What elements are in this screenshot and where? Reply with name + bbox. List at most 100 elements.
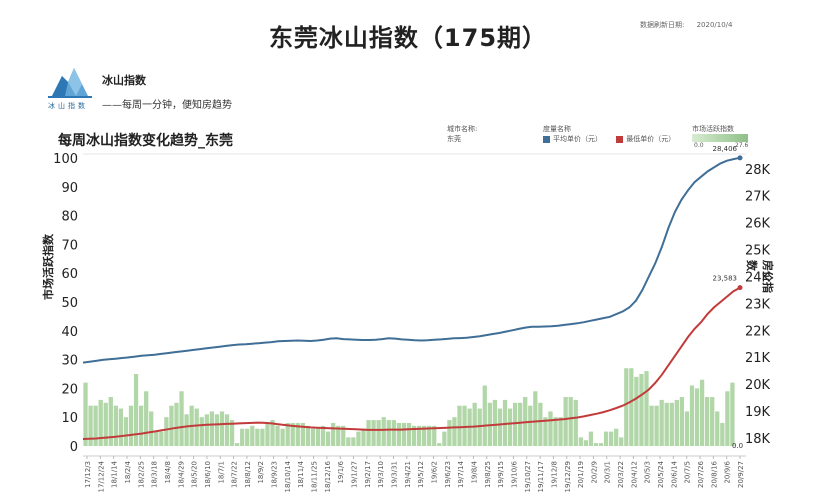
city-filter[interactable]: 城市名称: 东莞 (447, 124, 477, 144)
x-tick-label: 20/5/24 (657, 460, 665, 488)
activity-bar (386, 420, 391, 446)
activity-bar (149, 411, 154, 446)
activity-bar (507, 408, 513, 446)
right-tick-label: 25K (745, 244, 771, 259)
left-tick-label: 50 (61, 296, 78, 311)
activity-bar (229, 420, 235, 446)
activity-bar (705, 397, 710, 446)
activity-bar (123, 417, 129, 446)
x-tick-label: 19/3/31 (391, 461, 399, 488)
activity-bar (482, 385, 487, 446)
activity-bar (174, 402, 179, 446)
activity-bar (219, 411, 225, 446)
activity-bar (361, 428, 366, 446)
activity-bar (179, 391, 184, 446)
activity-bar (401, 422, 407, 446)
activity-bar (609, 431, 614, 446)
activity-bar (518, 402, 523, 446)
x-tick-label: 18/10/14 (284, 460, 292, 492)
activity-bar (224, 414, 230, 446)
activity-bar (492, 399, 498, 446)
activity-bar (204, 414, 209, 446)
activity-bar (133, 374, 139, 446)
x-tick-label: 19/10/6 (510, 460, 518, 488)
right-tick-label: 27K (745, 190, 771, 205)
legend-item-avg[interactable]: 平均单价（元） (543, 135, 602, 143)
activity-bar (624, 368, 629, 446)
activity-bar (725, 391, 730, 446)
activity-bar (320, 425, 326, 446)
min-price-line-endpoint (737, 285, 743, 291)
activity-bar (128, 405, 134, 446)
activity-bar (295, 422, 300, 446)
activity-bar (649, 405, 654, 446)
legend-item-min[interactable]: 最低单价（元） (616, 135, 675, 143)
activity-bar (285, 422, 290, 446)
activity-bar (88, 405, 93, 446)
activity-bar (270, 420, 275, 446)
activity-bar (98, 399, 103, 446)
x-tick-label: 18/11/4 (297, 460, 305, 488)
activity-bar (108, 397, 113, 446)
x-tick-label: 19/2/17 (364, 461, 372, 488)
activity-scale-min: 0.0 (694, 142, 704, 149)
activity-bar (260, 428, 265, 446)
activity-bar (452, 417, 457, 446)
activity-bar (169, 405, 174, 446)
left-tick-label: 90 (61, 181, 78, 196)
activity-bar (659, 399, 664, 446)
x-tick-label: 18/4/29 (177, 461, 185, 488)
x-tick-label: 18/11/25 (311, 461, 319, 492)
right-tick-label: 22K (745, 324, 771, 339)
x-tick-label: 19/1/6 (337, 460, 345, 483)
activity-bar (715, 411, 720, 446)
activity-bar (255, 428, 260, 446)
activity-bar (315, 428, 321, 446)
activity-bar (275, 425, 280, 446)
activity-bar (396, 422, 401, 446)
right-tick-label: 20K (745, 378, 771, 393)
activity-bar (83, 382, 88, 446)
x-tick-label: 17/12/3 (84, 461, 92, 488)
x-tick-label: 19/3/10 (377, 461, 385, 488)
activity-bar (391, 420, 396, 446)
brand-name: 冰山指数 (102, 74, 146, 87)
logo-caption: 冰山指数 (48, 102, 88, 110)
activity-bar (138, 405, 144, 446)
x-tick-label: 20/2/9 (590, 461, 598, 484)
x-tick-label: 18/3/18 (151, 461, 159, 488)
x-tick-label: 17/12/24 (97, 460, 105, 492)
activity-bar (619, 437, 624, 446)
activity-bar (371, 420, 376, 446)
left-tick-label: 70 (61, 238, 78, 253)
activity-bar (588, 431, 594, 446)
activity-bar (331, 422, 336, 446)
activity-bar (422, 425, 427, 446)
x-tick-label: 20/4/12 (630, 461, 638, 488)
x-tick-label: 20/3/1 (604, 461, 612, 484)
x-tick-label: 19/7/14 (457, 460, 465, 488)
activity-scale-max: 27.6 (735, 142, 749, 149)
right-tick-label: 24K (745, 270, 771, 285)
activity-bar (214, 414, 220, 446)
activity-bar (432, 425, 437, 446)
activity-bar (558, 417, 563, 446)
activity-bar (502, 399, 508, 446)
activity-bar (538, 402, 543, 446)
activity-bar (447, 420, 452, 446)
city-filter-value: 东莞 (447, 135, 461, 143)
activity-bar (593, 443, 599, 446)
x-tick-label: 19/6/2 (430, 461, 438, 484)
left-tick-label: 60 (61, 267, 78, 282)
brand-slogan: ——每周一分钟，便知房趋势 (102, 100, 232, 111)
left-tick-label: 30 (61, 354, 78, 369)
activity-bar (406, 422, 412, 446)
series-legend-label: 度量名称 (543, 125, 571, 133)
activity-bar (533, 391, 538, 446)
left-tick-label: 20 (61, 382, 78, 397)
city-filter-label: 城市名称: (447, 125, 478, 133)
activity-bar (614, 428, 619, 446)
x-tick-label: 19/5/12 (417, 461, 425, 488)
x-tick-label: 19/6/23 (444, 461, 452, 488)
